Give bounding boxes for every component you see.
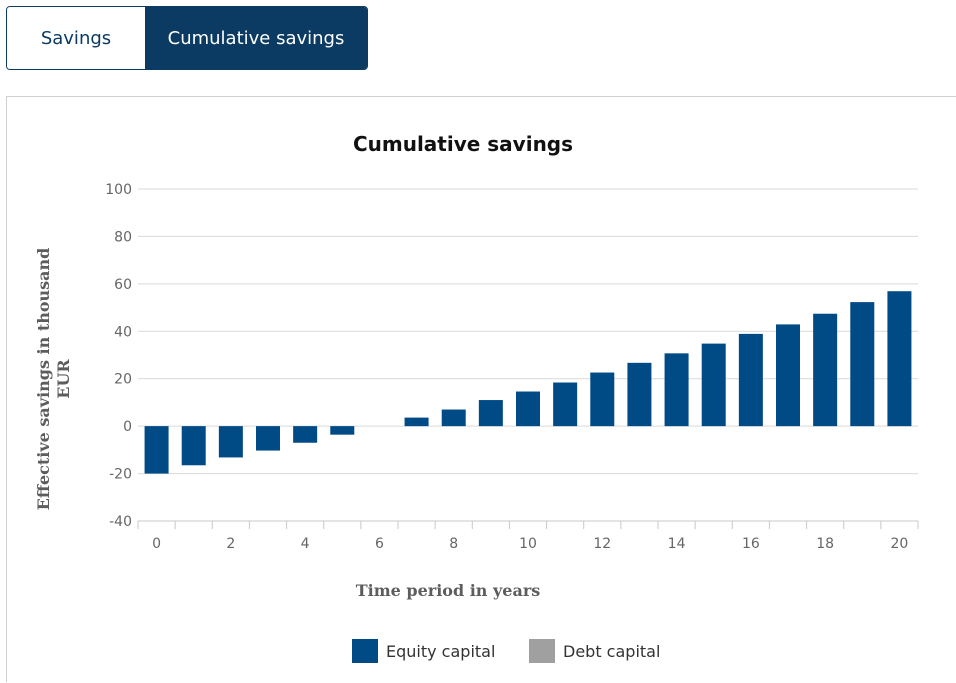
y-axis-title-line-1: Effective savings in thousand <box>34 248 53 511</box>
x-tick-label: 4 <box>301 536 310 552</box>
x-tick-label: 12 <box>593 536 611 552</box>
bar-equity-year-0[interactable] <box>144 426 169 474</box>
bar-equity-year-20[interactable] <box>887 291 912 427</box>
bar-equity-year-2[interactable] <box>218 426 243 458</box>
bar-equity-year-1[interactable] <box>181 426 206 466</box>
x-tick-label: 0 <box>152 536 161 552</box>
bar-equity-year-10[interactable] <box>516 391 540 427</box>
legend-label-equity[interactable]: Equity capital <box>386 642 495 661</box>
bar-equity-year-12[interactable] <box>590 372 615 427</box>
bar-equity-year-8[interactable] <box>441 409 466 427</box>
bar-equity-year-16[interactable] <box>738 333 763 427</box>
legend-label-debt[interactable]: Debt capital <box>563 642 660 661</box>
bar-equity-year-11[interactable] <box>553 382 578 427</box>
legend: Equity capital Debt capital <box>352 639 660 663</box>
x-tick-label: 10 <box>519 536 537 552</box>
bar-equity-year-14[interactable] <box>664 353 689 427</box>
y-tick-label: 0 <box>123 419 132 435</box>
bar-equity-year-15[interactable] <box>701 343 726 427</box>
bar-equity-year-4[interactable] <box>293 426 318 443</box>
y-tick-label: -40 <box>109 514 132 530</box>
y-tick-label: 100 <box>105 182 132 198</box>
y-tick-label: 40 <box>114 324 132 340</box>
x-tick-label: 8 <box>449 536 458 552</box>
y-axis-tick-labels: 100 80 60 40 20 0 -20 -40 <box>105 182 132 530</box>
x-tick-label: 14 <box>668 536 686 552</box>
bar-equity-year-5[interactable] <box>330 426 355 435</box>
tab-cumulative-savings[interactable]: Cumulative savings <box>145 7 367 69</box>
legend-swatch-equity[interactable] <box>352 639 378 663</box>
cumulative-savings-chart: Cumulative savings Time period in years … <box>34 132 919 663</box>
y-tick-label: -20 <box>109 467 132 483</box>
x-tick-label: 16 <box>742 536 760 552</box>
bar-equity-year-18[interactable] <box>813 313 838 427</box>
y-tick-label: 20 <box>114 372 132 388</box>
y-axis-title-line-2: EUR <box>54 359 73 399</box>
chart-panel: Cumulative savings Time period in years … <box>6 96 956 682</box>
y-axis-title: Effective savings in thousand EUR <box>34 248 73 511</box>
bars <box>144 291 912 474</box>
bar-equity-year-19[interactable] <box>850 302 875 427</box>
y-tick-label: 60 <box>114 277 132 293</box>
x-tick-label: 18 <box>816 536 834 552</box>
x-tick-label: 6 <box>375 536 384 552</box>
bar-equity-year-17[interactable] <box>776 324 800 427</box>
bar-equity-year-13[interactable] <box>627 362 652 427</box>
legend-swatch-debt[interactable] <box>529 639 555 663</box>
bar-equity-year-9[interactable] <box>478 400 503 427</box>
chart-title: Cumulative savings <box>353 132 573 156</box>
bar-equity-year-7[interactable] <box>404 417 429 427</box>
x-tick-label: 2 <box>226 536 235 552</box>
x-axis-title: Time period in years <box>356 581 541 600</box>
grid-lines <box>137 188 919 529</box>
x-tick-label: 20 <box>891 536 909 552</box>
x-axis-tick-labels: 0 2 4 6 8 10 12 14 16 18 20 <box>152 536 908 552</box>
bar-equity-year-3[interactable] <box>256 426 280 451</box>
y-tick-label: 80 <box>114 229 132 245</box>
chart-view-tabs: Savings Cumulative savings <box>6 6 368 70</box>
tab-savings[interactable]: Savings <box>7 7 145 69</box>
